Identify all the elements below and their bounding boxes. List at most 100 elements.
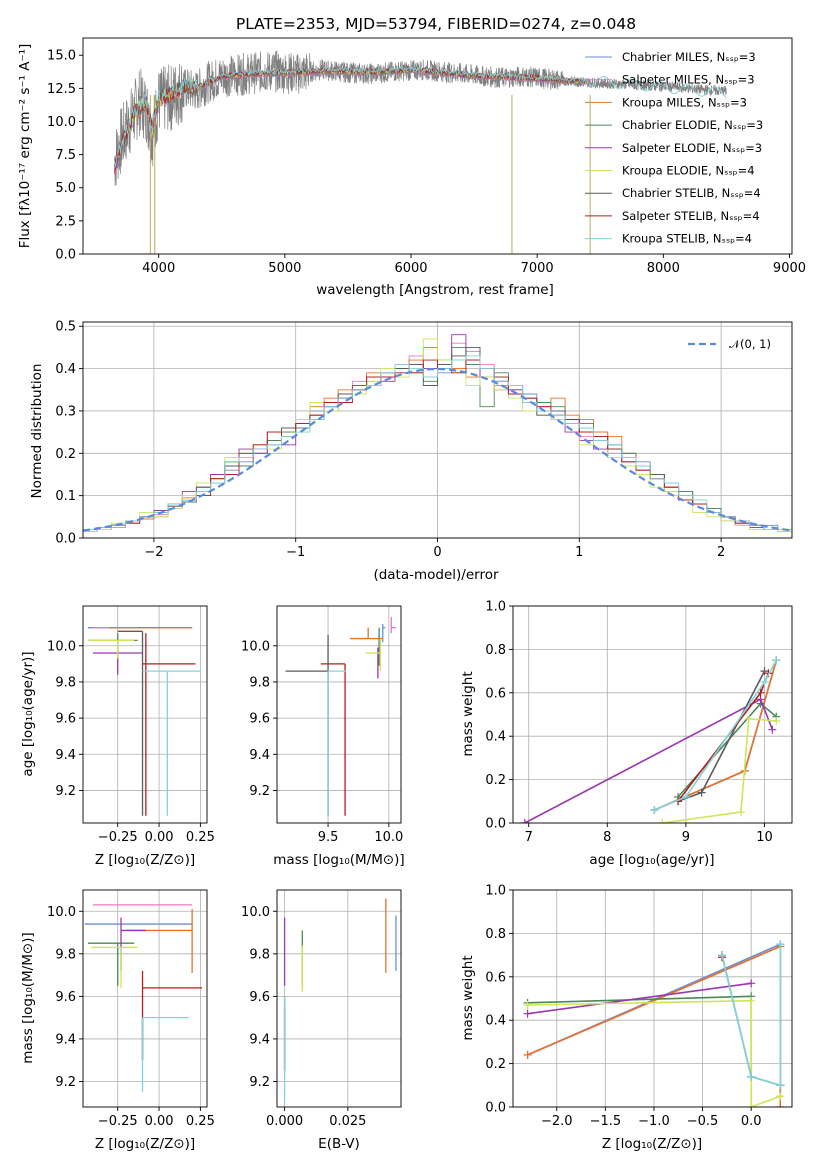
legend-label: Chabrier MILES, Nₛₛₚ=3 — [622, 50, 756, 64]
weight-marker — [736, 808, 745, 817]
y-tick-label: 9.8 — [249, 675, 270, 690]
x-tick-label: 5000 — [268, 261, 301, 276]
y-tick-label: 9.4 — [55, 1032, 76, 1047]
y-tick-label: 9.4 — [55, 748, 76, 763]
plot-area: Chabrier MILES, Nₛₛₚ=3 Salpeter MILES, Nₛ… — [47, 37, 806, 1129]
x-tick-label: −0.25 — [98, 1114, 138, 1129]
age-xlabel: age [log₁₀(age/yr)] — [589, 852, 714, 868]
x-tick-label: 0.25 — [186, 1114, 215, 1129]
y-tick-label: 9.2 — [55, 1075, 76, 1090]
y-tick-label: 9.6 — [249, 990, 270, 1005]
y-tick-label: 9.8 — [249, 947, 270, 962]
panel-mass-vs-metallicity: −0.25 0.00 0.25 9.2 9.4 9.6 9.8 10.0 — [47, 889, 215, 1129]
x-tick-label: 10.0 — [374, 830, 403, 845]
weight-marker — [776, 1081, 785, 1090]
weight-line — [527, 982, 752, 1015]
weight-marker — [747, 979, 756, 988]
plot-content — [285, 616, 397, 816]
axes-frame — [276, 605, 402, 824]
x-tick-label: 1 — [575, 545, 583, 560]
x-tick-label: −2.0 — [541, 1114, 573, 1129]
weight-marker — [650, 805, 659, 814]
weight-marker — [768, 725, 777, 734]
y-tick-label: 9.2 — [249, 1075, 270, 1090]
panel-age-vs-mass: 9.5 10.0 9.2 9.4 9.6 9.8 10.0 — [241, 605, 403, 845]
x-tick-label: 0.00 — [145, 830, 174, 845]
plot-content — [520, 656, 781, 823]
axes-frame — [82, 37, 793, 255]
weight-marker — [744, 714, 753, 723]
weight-ylabel-bottom: mass weight — [460, 955, 476, 1040]
y-tick-label: 9.2 — [55, 784, 76, 799]
y-tick-label: 9.6 — [55, 712, 76, 727]
legend-label: Salpeter ELODIE, Nₛₛₚ=3 — [622, 141, 762, 155]
y-tick-label: 0.4 — [485, 1014, 506, 1029]
y-tick-label: 0.1 — [55, 489, 76, 504]
weight-marker — [681, 792, 690, 801]
weight-marker — [520, 819, 529, 823]
y-tick-label: 0.8 — [485, 643, 506, 658]
weight-marker — [697, 788, 706, 797]
legend-label: Salpeter STELIB, Nₛₛₚ=4 — [622, 209, 760, 223]
weight-line — [721, 944, 782, 1087]
legend-label: Chabrier STELIB, Nₛₛₚ=4 — [622, 186, 761, 200]
legend-label: Kroupa ELODIE, Nₛₛₚ=4 — [622, 164, 755, 178]
weight-marker — [760, 667, 769, 676]
y-tick-label: 9.6 — [249, 712, 270, 727]
x-tick-label: 8000 — [647, 261, 680, 276]
mass-ylabel: mass [log₁₀(M/M⊙)] — [20, 932, 36, 1063]
axes-frame — [82, 889, 208, 1108]
x-tick-label: 7 — [525, 830, 533, 845]
panel-age-vs-metallicity: −0.25 0.00 0.25 9.2 9.4 9.6 9.8 10.0 — [47, 605, 215, 845]
legend-label: Chabrier ELODIE, Nₛₛₚ=3 — [622, 118, 763, 132]
x-tick-label: 0.0 — [741, 1114, 762, 1129]
weight-marker — [747, 1072, 756, 1081]
y-tick-label: 0.3 — [55, 404, 76, 419]
y-tick-label: 0.2 — [485, 773, 506, 788]
x-tick-label: 10 — [756, 830, 773, 845]
y-tick-label: 0.8 — [485, 927, 506, 942]
y-tick-label: 0.5 — [55, 320, 76, 335]
legend-label: Kroupa STELIB, Nₛₛₚ=4 — [622, 232, 752, 246]
y-tick-label: 0.4 — [55, 362, 76, 377]
x-tick-label: 9 — [682, 830, 690, 845]
y-tick-label: 10.0 — [241, 905, 270, 920]
y-tick-label: 9.8 — [55, 947, 76, 962]
y-tick-label: 0.0 — [485, 817, 506, 832]
axes-frame — [82, 605, 208, 824]
x-tick-label: 2 — [717, 545, 725, 560]
y-tick-label: 7.5 — [55, 148, 76, 163]
plot-content — [283, 898, 397, 1103]
x-tick-label: 0.025 — [329, 1114, 366, 1129]
panel-mass-vs-extinction: 0.000 0.025 9.2 9.4 9.6 9.8 10.0 — [241, 889, 402, 1129]
x-tick-label: 7000 — [521, 261, 554, 276]
x-tick-label: 0.00 — [145, 1114, 174, 1129]
plot-content — [523, 940, 785, 1107]
resid-ylabel: Normed distribution — [29, 364, 45, 499]
y-tick-label: 0.4 — [485, 730, 506, 745]
weight-line — [662, 717, 777, 823]
x-tick-label: 6000 — [394, 261, 427, 276]
y-tick-label: 0.2 — [485, 1057, 506, 1072]
weight-marker — [523, 1009, 532, 1018]
y-tick-label: 9.4 — [249, 1032, 270, 1047]
histogram-step — [83, 355, 792, 538]
y-tick-label: 10.0 — [241, 639, 270, 654]
legend-label: Salpeter MILES, Nₛₛₚ=3 — [622, 73, 755, 87]
weight-line — [654, 659, 778, 811]
weight-marker — [760, 677, 769, 686]
x-tick-label: −1.5 — [590, 1114, 622, 1129]
resid-xlabel: (data-model)/error — [373, 567, 499, 583]
z-xlabel-top: Z [log₁₀(Z/Z⊙)] — [95, 852, 195, 868]
panel-weight-vs-metallicity: −2.0 −1.5 −1.0 −0.5 0.0 0.0 0.2 0.4 0.6 0.8 1.0 — [485, 884, 793, 1129]
y-tick-label: 0.2 — [55, 447, 76, 462]
axes-frame — [512, 605, 793, 824]
y-tick-label: 9.4 — [249, 748, 270, 763]
weight-line — [527, 999, 781, 1107]
weight-marker — [776, 1103, 785, 1107]
y-tick-label: 2.5 — [55, 214, 76, 229]
y-tick-label: 0.0 — [485, 1101, 506, 1116]
weight-line — [524, 698, 774, 823]
weight-marker — [658, 819, 667, 823]
x-tick-label: 0.000 — [266, 1114, 303, 1129]
